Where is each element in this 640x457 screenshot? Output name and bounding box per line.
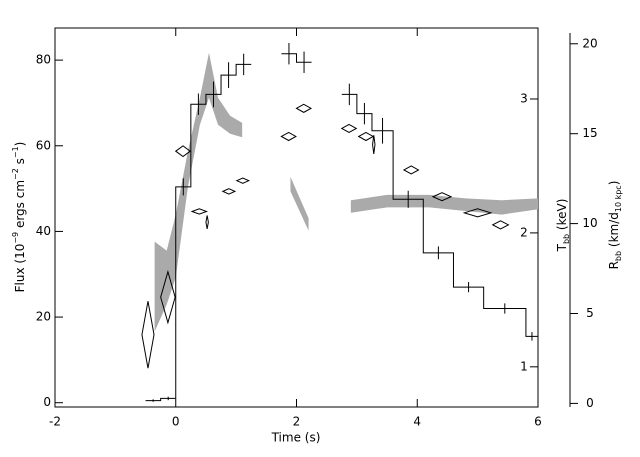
temperature-diamond <box>221 188 237 195</box>
r-tick-label: 0 <box>586 396 594 410</box>
t-tick-label: 3 <box>520 91 528 105</box>
x-tick-label: 4 <box>413 415 421 429</box>
label-part: bb <box>614 251 623 261</box>
label-part: s <box>13 158 27 168</box>
r-tick-label: 10 <box>582 216 597 230</box>
temperature-diamond <box>295 103 313 113</box>
temperature-diamond <box>280 131 297 142</box>
temperature-diamond <box>357 131 375 142</box>
x-tick-label: -2 <box>49 415 61 429</box>
y-tick-label: 60 <box>36 138 51 152</box>
label-part: Flux (10 <box>13 244 27 293</box>
temperature-diamond <box>235 177 251 184</box>
y-axis-label: Flux (10−9 ergs cm−2 s−1) <box>11 142 27 293</box>
temperature-diamond <box>372 135 376 154</box>
label-part: T <box>555 243 569 252</box>
radius-band <box>290 176 309 231</box>
r-axis-label: Rbb (km/d10 kpc) <box>607 181 624 270</box>
temperature-diamond <box>174 145 192 158</box>
label-part: ) <box>607 181 621 186</box>
label-part: (km/d <box>607 212 621 251</box>
label-part: bb <box>562 234 571 244</box>
t-axis-label: Tbb (keV) <box>555 199 572 253</box>
radius-band <box>154 52 243 332</box>
temperature-diamond <box>205 215 209 229</box>
y-tick-label: 0 <box>43 395 51 409</box>
flux-step <box>281 53 312 63</box>
x-tick-label: 2 <box>293 415 301 429</box>
label-part: (keV) <box>555 199 569 234</box>
r-tick-label: 20 <box>582 36 597 50</box>
y-tick-label: 80 <box>36 53 51 67</box>
label-part: −1 <box>11 146 20 158</box>
label-part: R <box>607 261 621 269</box>
x-tick-label: 6 <box>534 415 542 429</box>
x-tick-label: 0 <box>172 415 180 429</box>
t-tick-label: 2 <box>520 225 528 239</box>
temperature-diamond <box>340 123 358 134</box>
temperature-diamond <box>190 208 208 215</box>
label-part: ergs cm <box>13 180 27 232</box>
temperature-diamond <box>141 301 155 369</box>
radius-band <box>350 194 538 215</box>
temperature-diamond <box>431 192 453 202</box>
temperature-diamond <box>491 220 510 230</box>
temperature-diamond <box>160 269 176 325</box>
x-axis-label: Time (s) <box>271 431 321 445</box>
r-tick-label: 15 <box>582 126 597 140</box>
label-part: −2 <box>11 168 20 180</box>
y-tick-label: 20 <box>36 310 51 324</box>
label-part: 10 kpc <box>614 185 623 212</box>
r-tick-label: 5 <box>586 306 594 320</box>
temperature-diamond <box>462 208 493 218</box>
t-tick-label: 1 <box>520 359 528 373</box>
plot-frame <box>54 27 539 408</box>
label-part: −9 <box>11 232 20 244</box>
label-part: ) <box>13 142 27 147</box>
y-tick-label: 40 <box>36 224 51 238</box>
flux-step <box>341 93 538 337</box>
temperature-diamond <box>402 165 420 175</box>
